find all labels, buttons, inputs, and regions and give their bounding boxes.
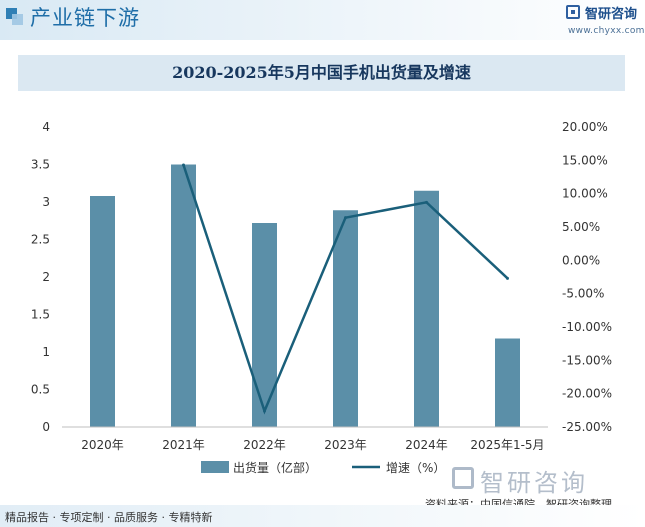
left-axis-tick-label: 1	[42, 345, 50, 359]
line-point-growth-rate	[344, 216, 347, 220]
right-axis-tick-label: 0.00%	[562, 253, 600, 267]
right-axis-tick-label: -20.00%	[562, 387, 612, 401]
left-axis-tick-label: 3	[42, 195, 50, 209]
bar-shipment	[495, 338, 520, 427]
line-point-growth-rate	[263, 409, 266, 413]
x-axis: 2020年 2021年 2022年 2023年 2024年 2025年1-5月	[62, 426, 548, 452]
footer-band	[0, 505, 645, 527]
left-axis-tick-label: 0	[42, 420, 50, 434]
right-axis-tick-label: -25.00%	[562, 420, 612, 434]
watermark-text: 智研咨询	[480, 469, 588, 497]
header-square-accent-icon	[12, 14, 23, 25]
legend: 出货量（亿部） 增速（%）	[201, 460, 445, 475]
line-series	[182, 163, 509, 415]
left-axis-tick-label: 0.5	[31, 383, 50, 397]
right-axis-tick-label: 5.00%	[562, 220, 600, 234]
x-axis-tick-label: 2023年	[324, 438, 367, 452]
left-axis-tick-label: 3.5	[31, 158, 50, 172]
x-axis-tick-label: 2022年	[243, 438, 286, 452]
left-axis: 0 0.5 1 1.5 2 2.5 3 3.5 4	[31, 120, 50, 434]
right-axis-tick-label: 15.00%	[562, 153, 608, 167]
x-axis-tick-label: 2021年	[162, 438, 205, 452]
bar-shipment	[90, 196, 115, 427]
left-axis-tick-label: 2	[42, 270, 50, 284]
footer-tagline: 精品报告 · 专项定制 · 品质服务 · 专精特新	[5, 511, 213, 524]
line-point-growth-rate	[506, 276, 509, 280]
section-label: 产业链下游	[30, 6, 140, 30]
bar-shipment	[252, 223, 277, 427]
right-axis: -25.00% -20.00% -15.00% -10.00% -5.00% 0.00% 5…	[562, 120, 612, 434]
brand-logo-icon	[566, 5, 580, 19]
header-band	[0, 0, 645, 40]
bar-shipment	[333, 210, 358, 427]
legend-label-shipment: 出货量（亿部）	[233, 460, 317, 475]
bar-series	[90, 164, 520, 427]
x-axis-tick-label: 2024年	[405, 438, 448, 452]
right-axis-tick-label: -10.00%	[562, 320, 612, 334]
right-axis-tick-label: 20.00%	[562, 120, 608, 134]
right-axis-tick-label: 10.00%	[562, 187, 608, 201]
left-axis-tick-label: 2.5	[31, 233, 50, 247]
x-axis-tick-label: 2020年	[81, 438, 124, 452]
line-point-growth-rate	[425, 200, 428, 204]
x-axis-tick-label: 2025年1-5月	[470, 438, 544, 452]
line-point-growth-rate	[182, 163, 185, 167]
header-square-icon	[6, 8, 17, 19]
legend-swatch-shipment	[201, 461, 229, 473]
right-axis-tick-label: -15.00%	[562, 353, 612, 367]
chart-title-band	[18, 55, 625, 91]
bar-shipment	[414, 190, 439, 427]
brand-name: 智研咨询	[585, 7, 638, 22]
legend-label-growth-rate: 增速（%）	[386, 461, 445, 475]
brand-url: www.chyxx.com	[568, 26, 645, 36]
left-axis-tick-label: 4	[42, 120, 50, 134]
bar-shipment	[171, 164, 196, 427]
right-axis-tick-label: -5.00%	[562, 287, 604, 301]
watermark-logo-icon	[452, 467, 474, 489]
left-axis-tick-label: 1.5	[31, 308, 50, 322]
chart-title: 2020-2025年5月中国手机出货量及增速	[172, 63, 471, 82]
